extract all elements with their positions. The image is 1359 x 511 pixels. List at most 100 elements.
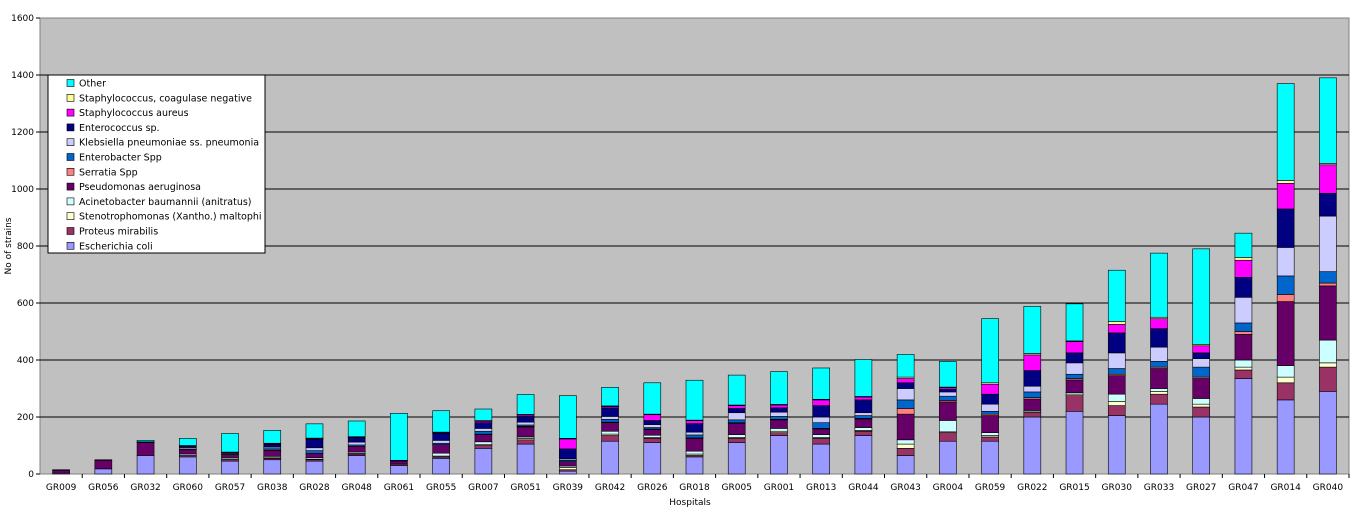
bar-segment bbox=[1150, 361, 1168, 368]
bar-segment bbox=[474, 408, 493, 421]
bar-segment bbox=[643, 420, 662, 425]
bar-segment bbox=[854, 418, 873, 428]
legend-swatch bbox=[66, 182, 75, 191]
bar-segment bbox=[727, 419, 746, 424]
bar-stack-gr043 bbox=[896, 353, 915, 475]
bar-segment bbox=[1192, 352, 1211, 359]
bar-segment bbox=[1065, 352, 1084, 364]
bar-segment bbox=[347, 446, 366, 453]
bar-segment bbox=[1319, 282, 1337, 287]
x-tick-label: GR014 bbox=[1270, 483, 1301, 493]
bar-segment bbox=[52, 469, 70, 474]
bar-segment bbox=[770, 407, 788, 413]
y-tick-label: 0 bbox=[28, 470, 34, 480]
bar-segment bbox=[1023, 416, 1042, 475]
bar-segment bbox=[1234, 378, 1253, 475]
x-tick-label: GR048 bbox=[341, 483, 372, 493]
bar-segment bbox=[221, 454, 239, 458]
bar-segment bbox=[1107, 332, 1126, 354]
bar-segment bbox=[854, 359, 873, 397]
bar-segment bbox=[854, 435, 873, 475]
bar-segment bbox=[981, 410, 999, 415]
bar-segment bbox=[1192, 406, 1211, 418]
bar-segment bbox=[1234, 296, 1253, 324]
x-tick-label: GR040 bbox=[1313, 483, 1344, 493]
x-tick-label: GR001 bbox=[764, 483, 794, 493]
bar-segment bbox=[1319, 192, 1337, 217]
legend-swatch bbox=[66, 212, 75, 220]
y-tick-label: 600 bbox=[17, 299, 34, 309]
bar-segment bbox=[1023, 412, 1042, 418]
bar-segment bbox=[685, 431, 704, 436]
bar-segment bbox=[1107, 324, 1126, 334]
bar-segment bbox=[1107, 405, 1126, 416]
x-tick-label: GR022 bbox=[1017, 483, 1047, 493]
x-tick-label: GR060 bbox=[173, 483, 204, 493]
bar-segment bbox=[305, 453, 324, 459]
bar-segment bbox=[685, 423, 704, 433]
x-tick-label: GR059 bbox=[975, 483, 1006, 493]
bar-segment bbox=[474, 434, 493, 443]
bar-segment bbox=[178, 456, 197, 475]
bar-segment bbox=[1150, 391, 1168, 395]
bar-stack-gr042 bbox=[601, 387, 619, 475]
bar-segment bbox=[1150, 328, 1168, 348]
bar-segment bbox=[516, 426, 535, 438]
bar-segment bbox=[1276, 301, 1295, 367]
bar-stack-gr055 bbox=[432, 410, 450, 475]
x-tick-label: GR004 bbox=[933, 483, 964, 493]
bar-segment bbox=[939, 395, 957, 401]
legend-swatch bbox=[66, 242, 75, 250]
bar-segment bbox=[770, 428, 788, 432]
bar-segment bbox=[1192, 366, 1211, 378]
x-tick-label: GR005 bbox=[722, 483, 752, 493]
bar-segment bbox=[516, 439, 535, 445]
x-tick-label: GR039 bbox=[553, 483, 584, 493]
bar-segment bbox=[601, 430, 619, 435]
bar-segment bbox=[685, 379, 704, 421]
bar-segment bbox=[136, 440, 155, 443]
bar-segment bbox=[896, 399, 915, 409]
y-axis-title: No of strains bbox=[4, 217, 14, 274]
bar-segment bbox=[1192, 403, 1211, 408]
bar-segment bbox=[685, 438, 704, 452]
bar-segment bbox=[1276, 83, 1295, 181]
x-tick-label: GR009 bbox=[46, 483, 77, 493]
y-tick-label: 1200 bbox=[11, 128, 34, 138]
bar-segment bbox=[1023, 385, 1042, 393]
bar-segment bbox=[601, 387, 619, 407]
bar-segment bbox=[1150, 388, 1168, 392]
x-tick-label: GR032 bbox=[130, 483, 160, 493]
bar-segment bbox=[1192, 358, 1211, 368]
y-tick-label: 1400 bbox=[11, 71, 34, 81]
bar-segment bbox=[1276, 247, 1295, 277]
bar-segment bbox=[178, 438, 197, 446]
bar-segment bbox=[896, 413, 915, 441]
legend-swatch bbox=[66, 108, 75, 117]
bar-segment bbox=[1150, 346, 1168, 362]
bar-segment bbox=[727, 412, 746, 421]
x-tick-label: GR055 bbox=[426, 483, 456, 493]
bar-segment bbox=[727, 442, 746, 475]
bar-segment bbox=[263, 450, 282, 457]
bar-segment bbox=[812, 416, 830, 423]
bar-segment bbox=[981, 403, 999, 412]
x-tick-label: GR030 bbox=[1102, 483, 1133, 493]
bar-segment bbox=[94, 459, 113, 461]
bars bbox=[52, 77, 1337, 475]
bar-segment bbox=[770, 435, 788, 475]
bar-segment bbox=[474, 428, 493, 432]
bar-segment bbox=[601, 418, 619, 423]
bar-segment bbox=[1065, 362, 1084, 375]
bar-segment bbox=[305, 423, 324, 439]
bar-segment bbox=[1276, 294, 1295, 302]
bar-segment bbox=[474, 441, 493, 445]
bar-segment bbox=[1234, 259, 1253, 278]
bar-stack-gr057 bbox=[221, 433, 239, 475]
bar-segment bbox=[896, 455, 915, 475]
bar-segment bbox=[1065, 303, 1084, 342]
bar-segment bbox=[1150, 403, 1168, 475]
bar-segment bbox=[1192, 416, 1211, 475]
legend-label: Enterobacter Spp bbox=[79, 153, 162, 164]
legend-swatch bbox=[66, 168, 75, 176]
